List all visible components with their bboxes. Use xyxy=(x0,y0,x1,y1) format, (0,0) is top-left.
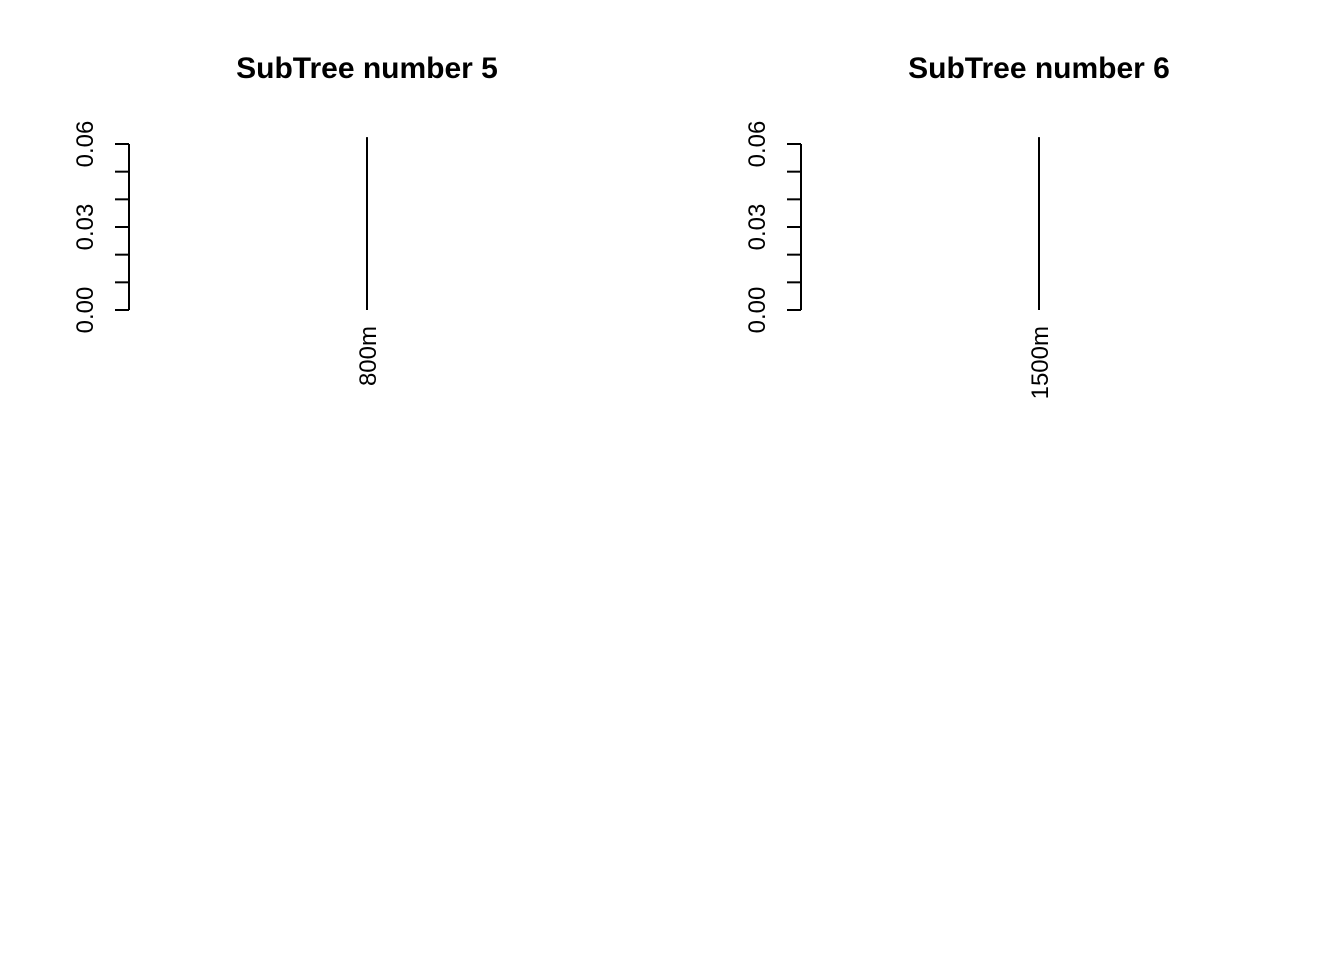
y-tick-label: 0.00 xyxy=(744,287,771,334)
y-tick-label: 0.00 xyxy=(72,287,99,334)
leaf-label: 800m xyxy=(355,326,382,386)
y-tick-label: 0.03 xyxy=(744,204,771,251)
y-tick-label: 0.03 xyxy=(72,204,99,251)
leaf-label: 1500m xyxy=(1027,326,1054,399)
y-axis: 0.00 0.03 0.06 xyxy=(744,121,802,334)
panel-title: SubTree number 5 xyxy=(236,52,498,85)
subtree-panel-6: SubTree number 6 0.00 0.03 0.06 1500m xyxy=(744,52,1170,399)
panel-title: SubTree number 6 xyxy=(908,52,1170,85)
dendrogram-plot: 800m xyxy=(355,137,382,386)
dendrogram-plot: 1500m xyxy=(1027,137,1054,399)
y-axis: 0.00 0.03 0.06 xyxy=(72,121,130,334)
y-tick-label: 0.06 xyxy=(744,121,771,168)
y-tick-label: 0.06 xyxy=(72,121,99,168)
subtree-panel-5: SubTree number 5 0.00 0.03 0.06 800m xyxy=(72,52,498,386)
